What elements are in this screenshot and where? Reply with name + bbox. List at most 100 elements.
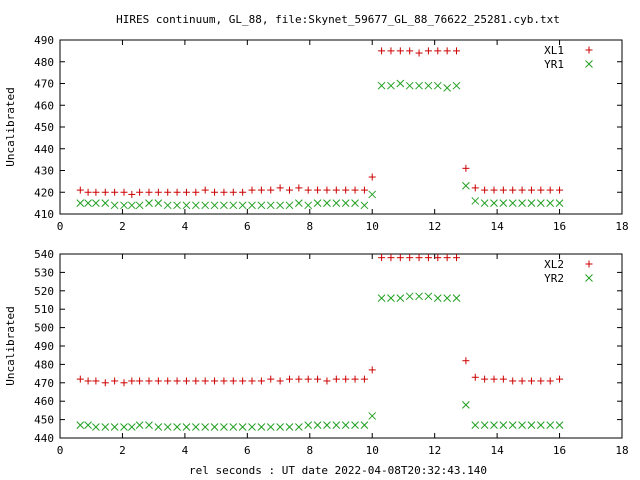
data-point xyxy=(239,377,247,385)
data-point xyxy=(415,254,423,262)
data-point xyxy=(433,81,442,90)
data-point xyxy=(248,423,256,431)
data-point xyxy=(229,201,238,210)
data-point xyxy=(490,199,498,207)
data-point xyxy=(323,199,331,207)
y-axis-label: Uncalibrated xyxy=(4,306,17,385)
data-point xyxy=(248,377,256,385)
data-point xyxy=(480,421,489,429)
data-point xyxy=(154,423,163,431)
y-tick-label: 480 xyxy=(34,358,54,371)
data-point xyxy=(480,199,489,207)
bottom-panel: 0 2 4 6 8 10 12 14 16 18 440 450 460 470 480 490 500 510 5… xyxy=(4,248,629,457)
data-point xyxy=(182,423,191,431)
data-point xyxy=(276,184,284,192)
data-point xyxy=(378,47,386,55)
y-tick-label: 490 xyxy=(34,34,54,47)
data-point xyxy=(101,379,109,387)
data-point xyxy=(182,188,190,196)
data-point xyxy=(101,423,110,431)
data-point xyxy=(351,199,359,207)
series-yr1 xyxy=(76,79,564,210)
x-tick-label: 6 xyxy=(244,220,251,233)
data-point xyxy=(173,423,181,431)
data-point xyxy=(210,201,219,210)
data-point xyxy=(173,201,181,210)
data-point xyxy=(518,377,526,385)
data-point xyxy=(173,188,181,196)
data-point xyxy=(127,201,136,210)
data-point xyxy=(191,423,200,431)
data-point xyxy=(76,421,85,429)
x-tick-label: 16 xyxy=(553,220,566,233)
data-point xyxy=(229,377,237,385)
data-point xyxy=(135,201,144,210)
data-point xyxy=(111,377,119,385)
data-point xyxy=(238,201,247,210)
x-tick-label: 18 xyxy=(615,220,628,233)
legend-marker xyxy=(585,260,593,268)
data-point xyxy=(276,423,284,431)
legend-marker xyxy=(585,46,593,54)
data-point xyxy=(294,199,303,207)
data-point xyxy=(182,377,190,385)
data-point xyxy=(285,186,293,194)
data-point xyxy=(201,201,210,210)
data-point xyxy=(481,375,489,383)
data-point xyxy=(248,201,256,210)
data-point xyxy=(387,254,395,262)
data-point xyxy=(481,186,489,194)
y-tick-label: 520 xyxy=(34,285,54,298)
y-tick-label: 430 xyxy=(34,165,54,178)
data-point xyxy=(537,186,545,194)
data-point xyxy=(555,199,564,207)
data-point xyxy=(304,201,313,210)
data-point xyxy=(220,423,228,431)
data-point xyxy=(396,294,405,303)
data-point xyxy=(490,186,498,194)
data-point xyxy=(368,173,376,181)
data-point xyxy=(201,423,210,431)
data-point xyxy=(323,421,331,429)
data-point xyxy=(527,377,535,385)
data-point xyxy=(229,188,237,196)
data-point xyxy=(120,201,128,210)
data-point xyxy=(342,375,350,383)
data-point xyxy=(76,199,85,207)
data-point xyxy=(462,164,470,172)
data-point xyxy=(120,379,128,387)
data-point xyxy=(332,421,341,429)
data-point xyxy=(499,186,507,194)
data-point xyxy=(323,186,331,194)
data-point xyxy=(201,377,209,385)
data-point xyxy=(490,421,498,429)
data-point xyxy=(294,423,303,431)
data-point xyxy=(360,375,368,383)
x-tick-label: 2 xyxy=(119,444,126,457)
data-point xyxy=(145,199,153,207)
data-point xyxy=(145,188,153,196)
data-point xyxy=(266,201,275,210)
data-point xyxy=(377,81,386,90)
y-tick-label: 500 xyxy=(34,322,54,335)
x-tick-label: 8 xyxy=(306,220,313,233)
data-point xyxy=(304,186,312,194)
data-point xyxy=(257,377,265,385)
data-point xyxy=(154,188,162,196)
series-xl1 xyxy=(76,47,564,198)
y-tick-label: 460 xyxy=(34,99,54,112)
data-point xyxy=(415,81,423,90)
x-tick-label: 12 xyxy=(428,220,441,233)
data-point xyxy=(341,421,350,429)
data-point xyxy=(443,83,452,92)
data-point xyxy=(424,254,432,262)
data-point xyxy=(154,377,162,385)
data-point xyxy=(332,199,341,207)
data-point xyxy=(120,188,128,196)
data-point xyxy=(285,375,293,383)
data-point xyxy=(84,421,92,429)
data-point xyxy=(92,188,100,196)
y-tick-label: 410 xyxy=(34,208,54,221)
data-point xyxy=(101,188,109,196)
